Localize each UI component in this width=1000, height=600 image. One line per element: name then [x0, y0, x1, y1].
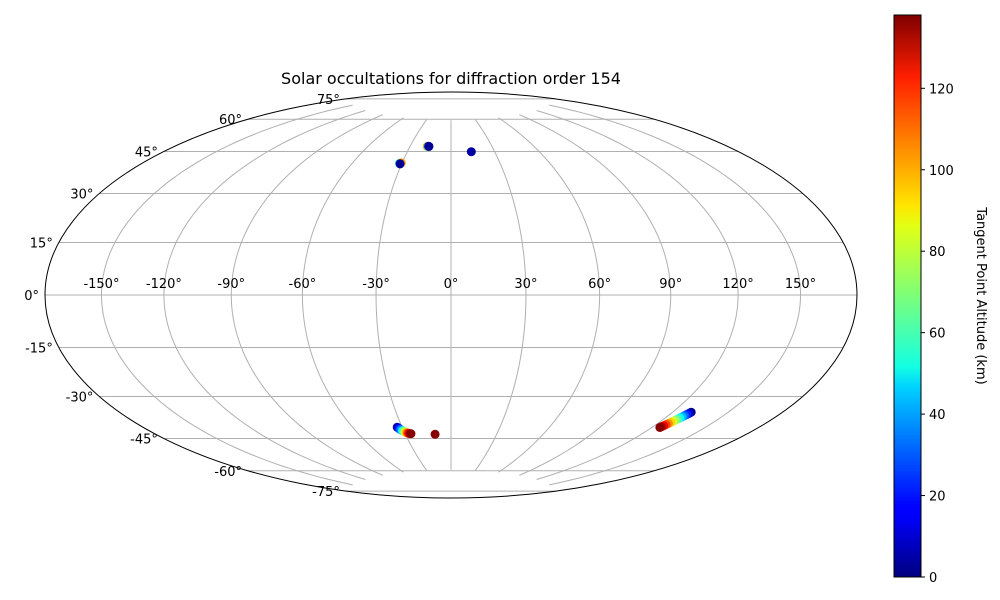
lat-tick-label: -15°	[25, 342, 53, 357]
colorbar-tick-label: 40	[929, 408, 946, 423]
colorbar-tick-label: 20	[929, 490, 946, 505]
lon-tick-label: 30°	[514, 277, 537, 292]
colorbar-label: Tangent Point Altitude (km)	[973, 206, 988, 384]
lon-tick-label: -90°	[217, 277, 245, 292]
colorbar-gradient	[893, 14, 922, 578]
colorbar-tick-label: 100	[929, 164, 954, 179]
chart-title: Solar occultations for diffraction order…	[281, 69, 621, 88]
lat-tick-label: -45°	[130, 433, 158, 448]
lat-tick-label: 45°	[135, 145, 158, 160]
data-point	[424, 141, 434, 151]
lat-tick-label: -60°	[214, 465, 242, 480]
graticule	[45, 98, 857, 492]
colorbar: 0 20 40 60 80 100 120 Tangent Point Altitude (…	[893, 14, 988, 586]
data-point	[406, 429, 416, 439]
lon-tick-label: -150°	[83, 277, 119, 292]
lon-tick-label: 120°	[722, 277, 753, 292]
meridian-line	[100, 104, 353, 486]
colorbar-ticks: 0 20 40 60 80 100 120	[921, 82, 954, 586]
meridian-line	[474, 119, 527, 471]
map-boundary	[44, 91, 858, 499]
lon-tick-label: 0°	[444, 277, 459, 292]
colorbar-tick-label: 80	[929, 245, 946, 260]
lat-tick-label: -30°	[66, 391, 94, 406]
lat-tick-label: 15°	[30, 236, 53, 251]
meridian-line	[498, 117, 601, 473]
data-point	[466, 147, 476, 157]
colorbar-tick-label: 0	[929, 571, 937, 586]
lon-tick-label: 90°	[659, 277, 682, 292]
lat-tick-label: 60°	[219, 113, 242, 128]
meridian-line	[375, 119, 428, 471]
lon-tick-label: 150°	[785, 277, 816, 292]
lat-tick-label: -75°	[312, 485, 340, 500]
meridian-line	[163, 110, 366, 480]
lon-tick-label: -30°	[362, 277, 390, 292]
meridian-line	[230, 114, 383, 476]
meridian-line	[536, 110, 739, 480]
meridian-line	[519, 114, 672, 476]
lat-tick-label: 30°	[70, 188, 93, 203]
lat-tick-label: 0°	[24, 289, 39, 304]
colorbar-tick-label: 120	[929, 82, 954, 97]
axis-tick-labels: -150° -120° -90° -60° -30° 0° 30° 60° 90° 120° 150…	[24, 93, 816, 500]
data-point	[395, 159, 405, 169]
lon-tick-label: 60°	[588, 277, 611, 292]
lon-tick-label: -120°	[146, 277, 182, 292]
lat-tick-label: 75°	[317, 93, 340, 108]
colorbar-tick-label: 60	[929, 327, 946, 342]
meridian-line	[301, 117, 404, 473]
lon-tick-label: -60°	[289, 277, 317, 292]
meridian-line	[549, 104, 802, 486]
data-point	[655, 422, 665, 432]
data-points	[392, 141, 696, 439]
data-point	[430, 429, 440, 439]
